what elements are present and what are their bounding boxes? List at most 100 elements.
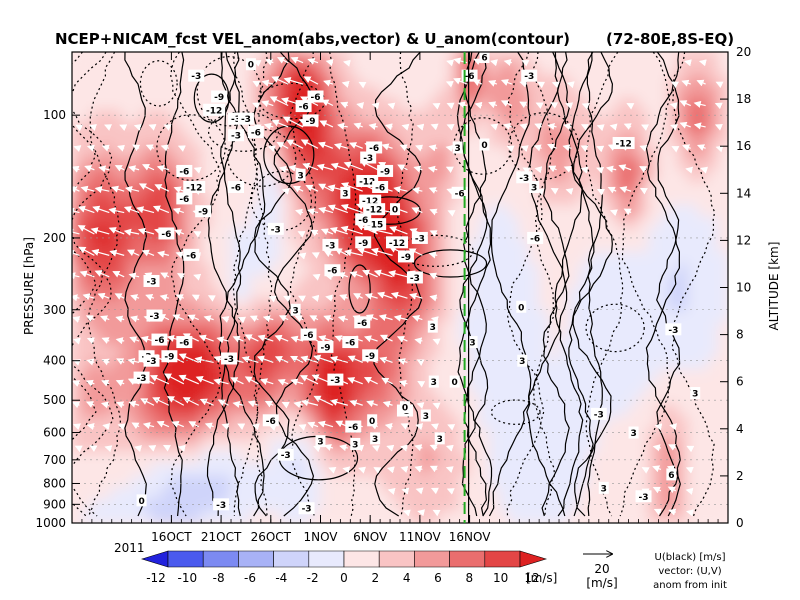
wind-vector: [397, 164, 408, 172]
wind-vector: [166, 396, 185, 406]
wind-vector: [686, 445, 695, 453]
contour-label-text: -12: [359, 177, 375, 187]
wind-vector: [342, 466, 351, 474]
wind-vector: [580, 166, 589, 174]
wind-vector: [386, 444, 395, 452]
wind-vector: [373, 467, 382, 474]
contour-label: -12: [363, 203, 386, 216]
wind-vector: [102, 423, 111, 431]
contour-label-text: -3: [668, 326, 678, 336]
contour-label-text: -9: [198, 208, 208, 218]
wind-vector: [416, 359, 425, 366]
u-contour: [193, 73, 230, 123]
wind-vector: [321, 99, 334, 107]
wind-vector: [343, 59, 351, 67]
wind-vector: [152, 205, 170, 214]
wind-vector: [109, 249, 125, 257]
wind-vector: [115, 379, 125, 387]
y2-tick-label: 8: [736, 328, 744, 342]
contour-label-text: 3: [692, 390, 698, 400]
contour-label: -9: [302, 114, 319, 127]
wind-vector: [445, 466, 454, 474]
wind-vector: [281, 187, 290, 195]
wind-vector: [297, 231, 306, 238]
wind-vector: [547, 143, 557, 151]
wind-vector: [412, 186, 423, 194]
wind-vector: [605, 165, 617, 173]
wind-vector: [412, 315, 423, 322]
contour-label-text: -6: [161, 230, 171, 240]
wind-vector: [283, 295, 292, 303]
wind-vector: [297, 295, 306, 303]
contour-label: -3: [521, 69, 538, 82]
wind-vector: [199, 398, 214, 406]
contour-label-text: -6: [358, 216, 368, 226]
contour-label: -6: [307, 90, 324, 103]
colorbar-tick-label: -12: [146, 571, 166, 585]
wind-vector: [156, 420, 170, 428]
contour-label: -3: [143, 274, 160, 287]
contour-label-text: 3: [423, 412, 429, 422]
contour-label-text: -3: [231, 115, 241, 125]
wind-vector: [416, 402, 425, 409]
contour-label-text: -6: [465, 72, 475, 82]
contour-label: -3: [143, 354, 160, 367]
wind-vector: [72, 380, 81, 387]
wind-vector: [607, 186, 617, 194]
wind-vector: [413, 165, 423, 173]
contour-label-text: 3: [630, 429, 636, 439]
wind-vector: [84, 165, 95, 172]
colorbar-tick-label: 12: [524, 571, 539, 585]
wind-vector: [171, 421, 185, 428]
wind-vector: [198, 334, 214, 342]
wind-vector: [654, 423, 663, 431]
wind-vector: [415, 144, 424, 152]
u-contour: [348, 264, 371, 314]
contour-label-text: -12: [206, 106, 222, 116]
contour-label-text: -3: [224, 355, 234, 365]
wind-vector: [271, 119, 289, 128]
wind-vector: [101, 379, 110, 387]
y2-tick-label: 0: [736, 516, 744, 530]
wind-vector: [415, 487, 424, 495]
wind-vector: [276, 141, 289, 149]
wind-vector: [300, 355, 319, 364]
contour-label-text: 6: [481, 53, 487, 63]
wind-vector: [241, 356, 259, 364]
contour-label: -3: [237, 112, 254, 125]
wind-vector: [318, 335, 334, 342]
contour-label-text: 3: [455, 144, 461, 154]
wind-vector: [490, 123, 499, 131]
wind-vector: [191, 294, 200, 302]
contour-label-text: 3: [293, 306, 299, 316]
colorbar-swatch: [308, 550, 345, 568]
wind-vector: [230, 377, 244, 385]
wind-vector: [276, 57, 289, 64]
wind-vector: [193, 273, 202, 281]
wind-vector: [363, 377, 378, 385]
contour-label: 3: [370, 432, 381, 445]
wind-vector: [72, 316, 81, 323]
wind-vector: [384, 123, 393, 131]
wind-vector: [131, 422, 140, 430]
wind-vector: [337, 315, 348, 323]
wind-vector: [432, 509, 441, 517]
contour-label-text: -3: [147, 357, 157, 367]
wind-vector: [330, 162, 349, 171]
wind-vector: [366, 400, 378, 408]
wind-vector: [365, 314, 378, 321]
u-contour: [263, 125, 315, 185]
colorbar-swatch: [167, 550, 204, 568]
contour-label-text: -6: [231, 183, 241, 193]
contour-label-text: -9: [358, 239, 368, 249]
u-contour: [358, 196, 421, 225]
contour-label-text: -3: [241, 115, 251, 125]
wind-vector: [262, 315, 274, 323]
wind-vector: [446, 102, 455, 110]
contour-label: -6: [228, 180, 244, 193]
y-axis-label: PRESSURE [hPa]: [22, 237, 36, 335]
wind-vector: [671, 146, 680, 153]
y2-tick-label: 6: [736, 375, 744, 389]
contour-label-text: -12: [362, 197, 378, 207]
x-year-label: 2011: [114, 541, 145, 555]
